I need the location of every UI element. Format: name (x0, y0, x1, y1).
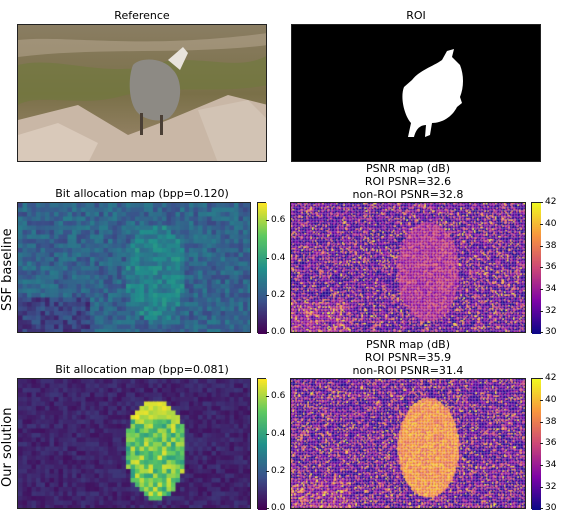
bit-alloc-baseline-canvas (18, 203, 250, 332)
bpp-tick: 0.6 (271, 391, 286, 401)
bit-alloc-ours-title: Bit allocation map (bpp=0.081) (55, 363, 229, 376)
bpp-colorbar-baseline (257, 202, 267, 334)
psnr-tick: 40 (545, 219, 557, 229)
bpp-tick: 0.2 (271, 466, 286, 476)
bpp-tick: 0.2 (271, 290, 286, 300)
bit-alloc-baseline-map (17, 202, 251, 333)
psnr-ours-canvas (291, 379, 525, 508)
psnr-baseline-canvas (291, 203, 525, 332)
bit-alloc-ours-canvas (18, 379, 250, 508)
psnr-tick: 30 (545, 503, 557, 513)
roi-silhouette (402, 49, 463, 137)
psnr-tick: 42 (545, 373, 557, 383)
row-label-ours: Our solution (0, 407, 15, 487)
psnr-tick: 34 (545, 284, 557, 294)
bpp-tick: 0.4 (271, 429, 286, 439)
psnr-tick: 34 (545, 460, 557, 470)
psnr-baseline-title-2: ROI PSNR=32.6 (364, 175, 452, 188)
psnr-tick: 30 (545, 327, 557, 337)
psnr-colorbar-ours (531, 378, 541, 510)
bpp-tick: 0.0 (271, 327, 286, 337)
row-label-baseline: SSF baseline (0, 228, 15, 311)
roi-title: ROI (406, 9, 426, 22)
reference-image (17, 24, 267, 162)
bpp-tick: 0.4 (271, 253, 286, 263)
psnr-ours-title-3: non-ROI PSNR=31.4 (352, 364, 464, 377)
bit-alloc-ours-map (17, 378, 251, 509)
reference-title: Reference (114, 9, 170, 22)
psnr-tick: 40 (545, 395, 557, 405)
bit-alloc-baseline-title: Bit allocation map (bpp=0.120) (55, 187, 229, 200)
bpp-colorbar-ours (257, 378, 267, 510)
psnr-baseline-map (290, 202, 526, 333)
psnr-baseline-title-1: PSNR map (dB) (365, 162, 451, 175)
psnr-ours-title-1: PSNR map (dB) (365, 338, 451, 351)
psnr-tick: 36 (545, 262, 557, 272)
reference-photo (18, 25, 266, 161)
psnr-colorbar-baseline (531, 202, 541, 334)
psnr-tick: 38 (545, 241, 557, 251)
psnr-tick: 32 (545, 482, 557, 492)
psnr-tick: 38 (545, 417, 557, 427)
psnr-tick: 36 (545, 438, 557, 448)
roi-mask (291, 24, 541, 162)
psnr-ours-title-2: ROI PSNR=35.9 (364, 351, 452, 364)
psnr-baseline-title-3: non-ROI PSNR=32.8 (352, 188, 464, 201)
psnr-tick: 42 (545, 197, 557, 207)
psnr-ours-map (290, 378, 526, 509)
psnr-tick: 32 (545, 306, 557, 316)
bpp-tick: 0.0 (271, 503, 286, 513)
bpp-tick: 0.6 (271, 215, 286, 225)
